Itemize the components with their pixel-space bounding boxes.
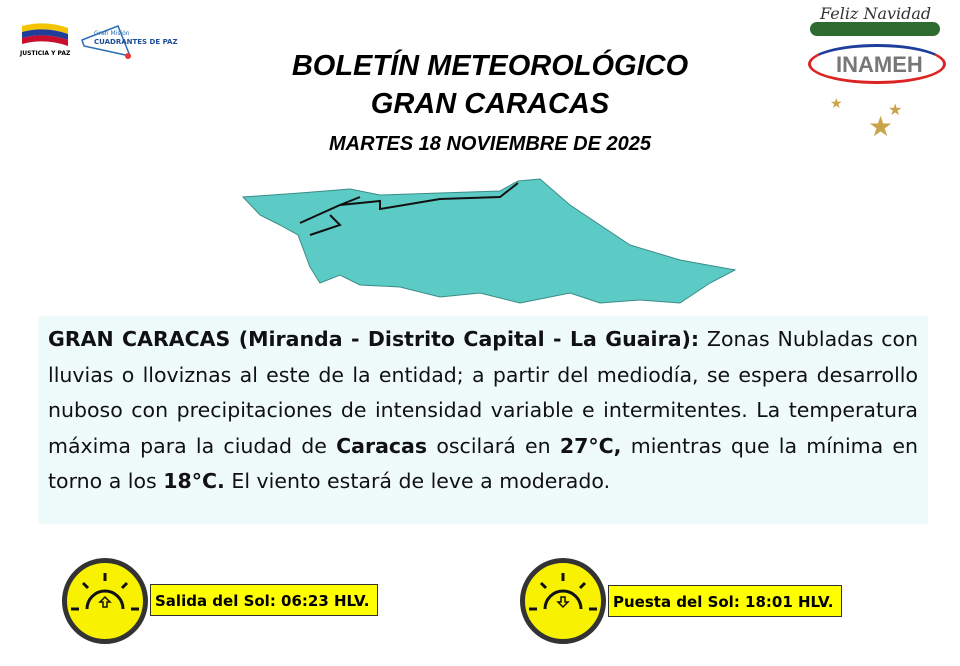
forecast-region: GRAN CARACAS (Miranda - Distrito Capital… <box>48 327 700 351</box>
bulletin-title: BOLETÍN METEOROLÓGICO <box>291 50 689 82</box>
forecast-text: oscilará en <box>427 433 560 458</box>
logo-text: Gran Misión <box>94 30 130 37</box>
forecast-city: Caracas <box>336 433 428 458</box>
gran-caracas-map <box>241 178 737 304</box>
forecast-text: El viento estará de leve a moderado. <box>224 469 611 493</box>
forecast-description: GRAN CARACAS (Miranda - Distrito Capital… <box>38 316 928 524</box>
max-temperature: 27°C, <box>559 433 622 458</box>
sunset-time: Puesta del Sol: 18:01 HLV. <box>608 585 843 617</box>
sunrise-time: Salida del Sol: 06:23 HLV. <box>150 584 379 616</box>
inameh-christmas-logo: Feliz Navidad INAMEH ★ ★ ★ <box>800 0 950 145</box>
forecast-text: mientras que la mínima en torno a los <box>48 433 919 494</box>
forecast-text: Zonas Nubladas con lluvias o lloviznas a… <box>48 327 918 458</box>
min-temperature: 18°C. <box>163 469 225 493</box>
logo-text: JUSTICIA Y PAZ <box>20 50 71 57</box>
justicia-y-paz-logo: JUSTICIA Y PAZ <box>20 22 70 57</box>
sunset-icon <box>520 558 606 644</box>
logo-text: INAMEH <box>836 52 923 77</box>
logo-text: CUADRANTES DE PAZ <box>94 38 178 46</box>
bulletin-date: MARTES 18 NOVIEMBRE DE 2025 <box>329 133 651 155</box>
bulletin-subtitle: GRAN CARACAS <box>370 88 610 120</box>
sunrise-icon <box>62 558 148 644</box>
cuadrantes-de-paz-logo: Gran Misión CUADRANTES DE PAZ <box>80 24 178 60</box>
logo-text: Feliz Navidad <box>820 4 932 23</box>
